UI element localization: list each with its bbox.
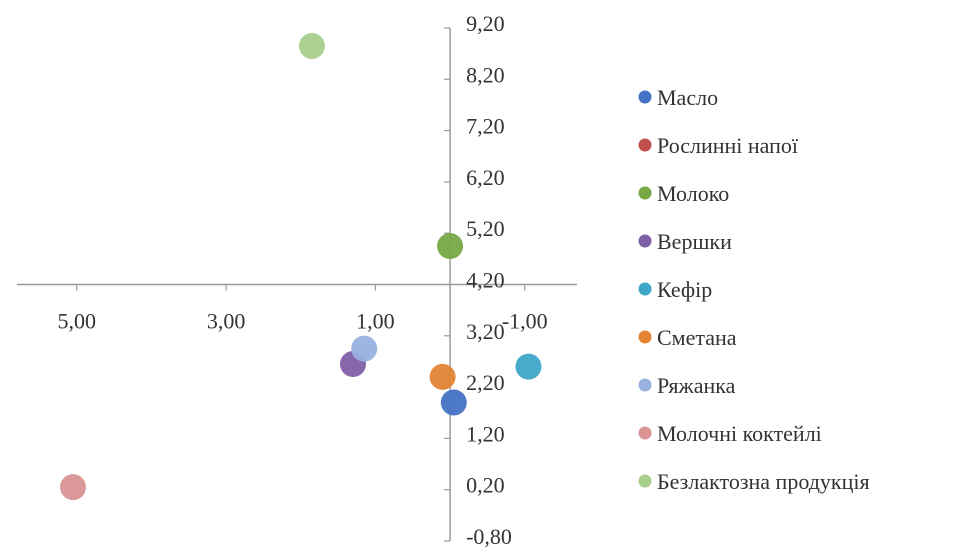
y-tick-label: 1,20 <box>466 421 505 446</box>
y-tick-label: 8,20 <box>466 62 505 87</box>
data-point <box>440 389 467 416</box>
legend-label: Сметана <box>657 325 737 350</box>
data-point <box>298 32 325 59</box>
y-tick-label: 5,20 <box>466 216 505 241</box>
legend-label: Ряжанка <box>657 373 736 398</box>
legend-marker <box>638 138 652 152</box>
y-tick-label: 9,20 <box>466 11 505 36</box>
axes <box>17 27 577 542</box>
legend-label: Рослинні напої <box>657 133 799 158</box>
x-tick-label: -1,00 <box>502 309 548 334</box>
legend-marker <box>638 426 652 440</box>
data-point <box>60 474 86 501</box>
legend-label: Вершки <box>657 229 732 254</box>
legend-label: Кефір <box>657 277 712 302</box>
y-tick-label: 4,20 <box>466 268 505 293</box>
data-point <box>351 335 378 362</box>
legend-marker <box>638 234 652 248</box>
y-tick-label: 0,20 <box>466 473 505 498</box>
legend-label: Безлактозна продукція <box>657 469 870 494</box>
data-point <box>429 363 456 390</box>
x-tick-label: 5,00 <box>57 309 96 334</box>
legend-marker <box>638 330 652 344</box>
legend-marker <box>638 378 652 392</box>
legend-marker <box>638 474 652 488</box>
legend-marker <box>638 90 652 104</box>
data-point <box>515 353 542 380</box>
legend-label: Масло <box>657 85 718 110</box>
x-tick-label: 1,00 <box>356 309 395 334</box>
legend-label: Молочні коктейлі <box>657 421 822 446</box>
tick-labels: 9,20 8,20 7,20 6,20 5,20 4,20 3,20 2,20 1,20 0,20… <box>57 11 547 549</box>
data-point <box>437 233 464 260</box>
y-tick-label: 7,20 <box>466 114 505 139</box>
y-tick-label: 3,20 <box>466 319 505 344</box>
data-points <box>60 32 542 501</box>
legend-label: Молоко <box>657 181 729 206</box>
legend-marker <box>638 186 652 200</box>
legend: Масло Рослинні напої Молоко Вершки Кефір Смет… <box>638 85 870 494</box>
y-tick-label: -0,80 <box>466 524 512 549</box>
x-tick-label: 3,00 <box>207 309 246 334</box>
legend-marker <box>638 282 652 296</box>
y-tick-label: 2,20 <box>466 370 505 395</box>
y-tick-label: 6,20 <box>466 165 505 190</box>
